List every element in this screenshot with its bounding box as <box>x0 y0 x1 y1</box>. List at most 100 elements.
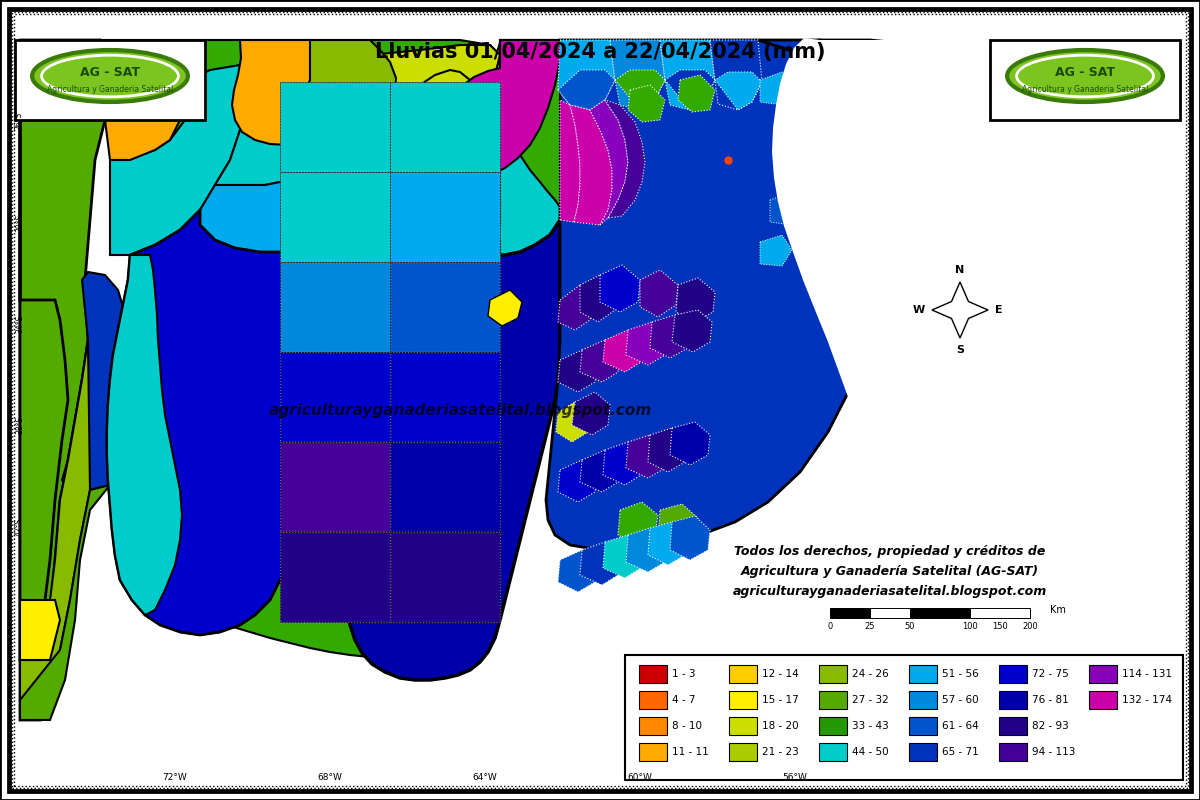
Text: 26°S: 26°S <box>14 112 24 130</box>
Polygon shape <box>580 450 622 492</box>
Bar <box>390 172 500 262</box>
Text: 68°W: 68°W <box>318 773 342 782</box>
Text: E: E <box>995 305 1003 315</box>
Polygon shape <box>760 72 792 105</box>
Polygon shape <box>500 40 560 207</box>
Polygon shape <box>200 140 360 252</box>
Polygon shape <box>648 522 688 565</box>
Polygon shape <box>302 45 500 280</box>
Polygon shape <box>658 504 698 548</box>
Text: 51 - 56: 51 - 56 <box>942 669 979 679</box>
Ellipse shape <box>1016 55 1153 97</box>
Polygon shape <box>590 100 628 225</box>
Text: 82 - 93: 82 - 93 <box>1032 721 1069 731</box>
Text: 18 - 20: 18 - 20 <box>762 721 799 731</box>
Bar <box>640 717 667 735</box>
Polygon shape <box>910 92 942 125</box>
Polygon shape <box>232 40 350 145</box>
Bar <box>1090 665 1117 683</box>
Text: Todos los derechos, propiedad y créditos de: Todos los derechos, propiedad y créditos… <box>734 546 1045 558</box>
Text: 25: 25 <box>865 622 875 631</box>
Polygon shape <box>20 40 68 660</box>
Bar <box>280 172 390 262</box>
Text: 60°W: 60°W <box>628 773 653 782</box>
Polygon shape <box>628 85 665 122</box>
Bar <box>730 743 757 761</box>
Bar <box>910 717 937 735</box>
Text: Lluvias 01/04/2024 a 22/04/2024 (mm): Lluvias 01/04/2024 a 22/04/2024 (mm) <box>374 42 826 62</box>
Bar <box>640 691 667 709</box>
Bar <box>970 608 1030 618</box>
Polygon shape <box>604 330 646 372</box>
Bar <box>910 608 970 618</box>
Bar <box>998 717 1027 735</box>
Text: 1 - 3: 1 - 3 <box>672 669 696 679</box>
Bar <box>390 82 500 172</box>
Bar <box>280 262 390 352</box>
Text: 30°S: 30°S <box>14 214 24 232</box>
Text: Agricultura y Ganaderia Satelital: Agricultura y Ganaderia Satelital <box>47 85 173 94</box>
Text: 21 - 23: 21 - 23 <box>762 747 799 757</box>
Bar <box>280 532 390 622</box>
Polygon shape <box>558 550 598 592</box>
Polygon shape <box>20 40 110 720</box>
Bar <box>280 262 390 352</box>
Text: 33 - 43: 33 - 43 <box>852 721 889 731</box>
Polygon shape <box>20 485 110 720</box>
Polygon shape <box>626 528 668 572</box>
Polygon shape <box>107 100 395 635</box>
Bar <box>390 262 500 352</box>
Polygon shape <box>580 542 622 585</box>
Polygon shape <box>604 442 646 485</box>
Polygon shape <box>604 535 646 578</box>
Text: 24 - 26: 24 - 26 <box>852 669 889 679</box>
Polygon shape <box>558 70 616 110</box>
Polygon shape <box>605 100 646 218</box>
Text: 8 - 10: 8 - 10 <box>672 721 702 731</box>
Bar <box>280 352 390 442</box>
Text: 11 - 11: 11 - 11 <box>672 747 709 757</box>
Text: agriculturayganaderiasatelital.blogspot.com: agriculturayganaderiasatelital.blogspot.… <box>733 586 1048 598</box>
Polygon shape <box>770 192 802 225</box>
Bar <box>998 691 1027 709</box>
Text: 34°S: 34°S <box>14 315 24 333</box>
Polygon shape <box>20 340 90 700</box>
Polygon shape <box>110 65 250 255</box>
Bar <box>640 743 667 761</box>
Text: 64°W: 64°W <box>473 773 497 782</box>
Bar <box>280 172 390 262</box>
Polygon shape <box>626 435 668 478</box>
Polygon shape <box>558 285 595 330</box>
Text: N: N <box>955 265 965 275</box>
Bar <box>280 352 390 442</box>
Polygon shape <box>672 310 712 352</box>
Text: 44 - 50: 44 - 50 <box>852 747 889 757</box>
Bar <box>390 352 500 442</box>
Bar <box>280 82 390 172</box>
Bar <box>280 82 390 172</box>
Text: 200: 200 <box>1022 622 1038 631</box>
Polygon shape <box>760 235 792 266</box>
Bar <box>818 691 847 709</box>
Bar <box>730 665 757 683</box>
Polygon shape <box>62 272 140 490</box>
Text: 94 - 113: 94 - 113 <box>1032 747 1075 757</box>
Polygon shape <box>558 40 616 110</box>
Polygon shape <box>814 40 974 220</box>
Polygon shape <box>215 60 370 185</box>
Bar <box>390 352 500 442</box>
Text: 76 - 81: 76 - 81 <box>1032 695 1069 705</box>
Polygon shape <box>610 40 665 110</box>
Polygon shape <box>490 40 560 255</box>
Text: Agricultura y Ganaderia Satelital: Agricultura y Ganaderia Satelital <box>1022 85 1148 94</box>
Text: 27 - 32: 27 - 32 <box>852 695 889 705</box>
Text: 150: 150 <box>992 622 1008 631</box>
Polygon shape <box>772 38 1190 720</box>
Bar <box>640 665 667 683</box>
Bar <box>280 442 390 532</box>
Bar <box>910 691 937 709</box>
Text: agriculturayganaderiasatelital.blogspot.com: agriculturayganaderiasatelital.blogspot.… <box>269 402 652 418</box>
Polygon shape <box>648 428 688 472</box>
Polygon shape <box>660 40 715 110</box>
Bar <box>998 743 1027 761</box>
